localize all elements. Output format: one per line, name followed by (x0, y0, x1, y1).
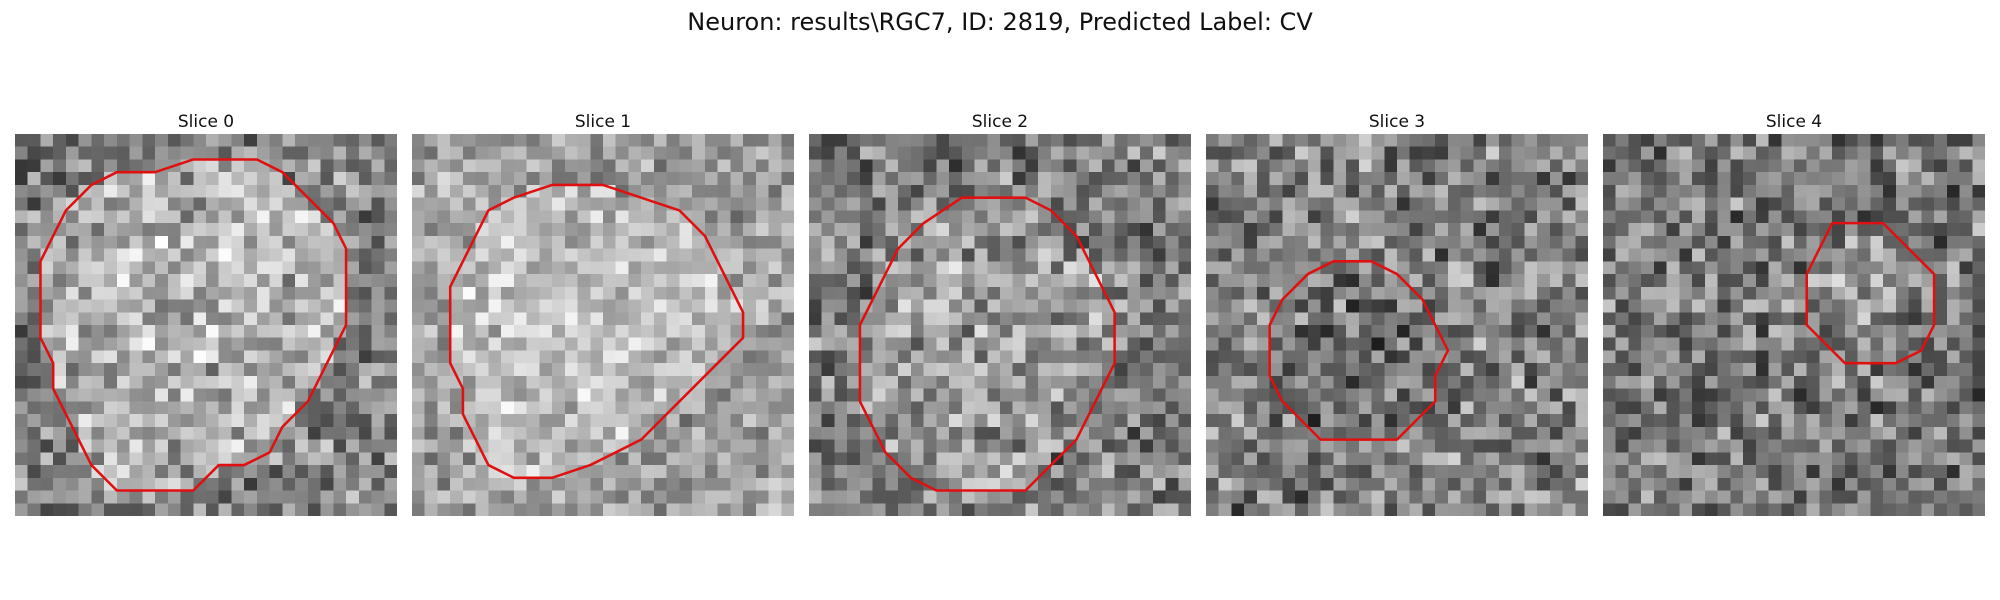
figure-title: Neuron: results\RGC7, ID: 2819, Predicte… (0, 8, 2000, 36)
pixel-grid (809, 134, 1191, 516)
slice-image (1603, 134, 1985, 516)
slice-title: Slice 1 (412, 112, 794, 132)
pixel-grid (15, 134, 397, 516)
slice-title: Slice 4 (1603, 112, 1985, 132)
slice-title: Slice 0 (15, 112, 397, 132)
slice-image (412, 134, 794, 516)
slice-image (809, 134, 1191, 516)
slice-title: Slice 3 (1206, 112, 1588, 132)
slice-image (15, 134, 397, 516)
slice-title: Slice 2 (809, 112, 1191, 132)
pixel-grid (1206, 134, 1588, 516)
pixel-grid (1603, 134, 1985, 516)
slice-image (1206, 134, 1588, 516)
